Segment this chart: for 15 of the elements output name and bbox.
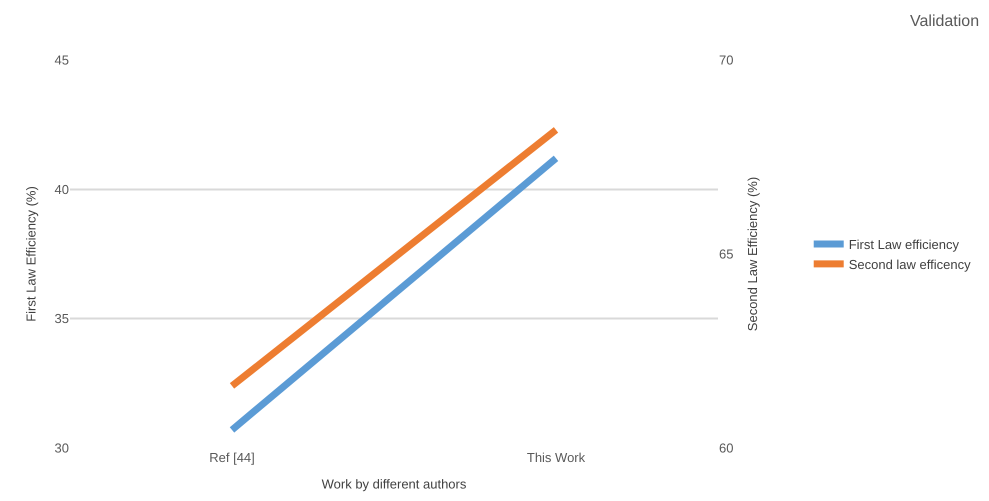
x-tick-label: This Work xyxy=(526,450,586,465)
text: Validation xyxy=(910,13,980,30)
y-tick-label: 40 xyxy=(54,182,69,197)
y2-tick-label: 65 xyxy=(719,246,734,262)
x-tick-label: Ref [44] xyxy=(209,450,255,465)
y2-tick-label: 70 xyxy=(719,52,734,68)
y-tick-label: 45 xyxy=(54,52,69,68)
y-axis-title: First Law Efficiency (%) xyxy=(23,186,38,322)
legend-label: First Law efficiency xyxy=(848,237,960,252)
x-axis-title: Work by different authors xyxy=(322,476,467,492)
y-tick-label: 30 xyxy=(54,440,69,456)
y2-tick-label: 60 xyxy=(719,440,734,456)
y-tick-label: 35 xyxy=(54,311,69,326)
y2-axis-title: Second Law Efficiency (%) xyxy=(745,176,760,332)
legend-label: Second law efficency xyxy=(848,256,972,272)
